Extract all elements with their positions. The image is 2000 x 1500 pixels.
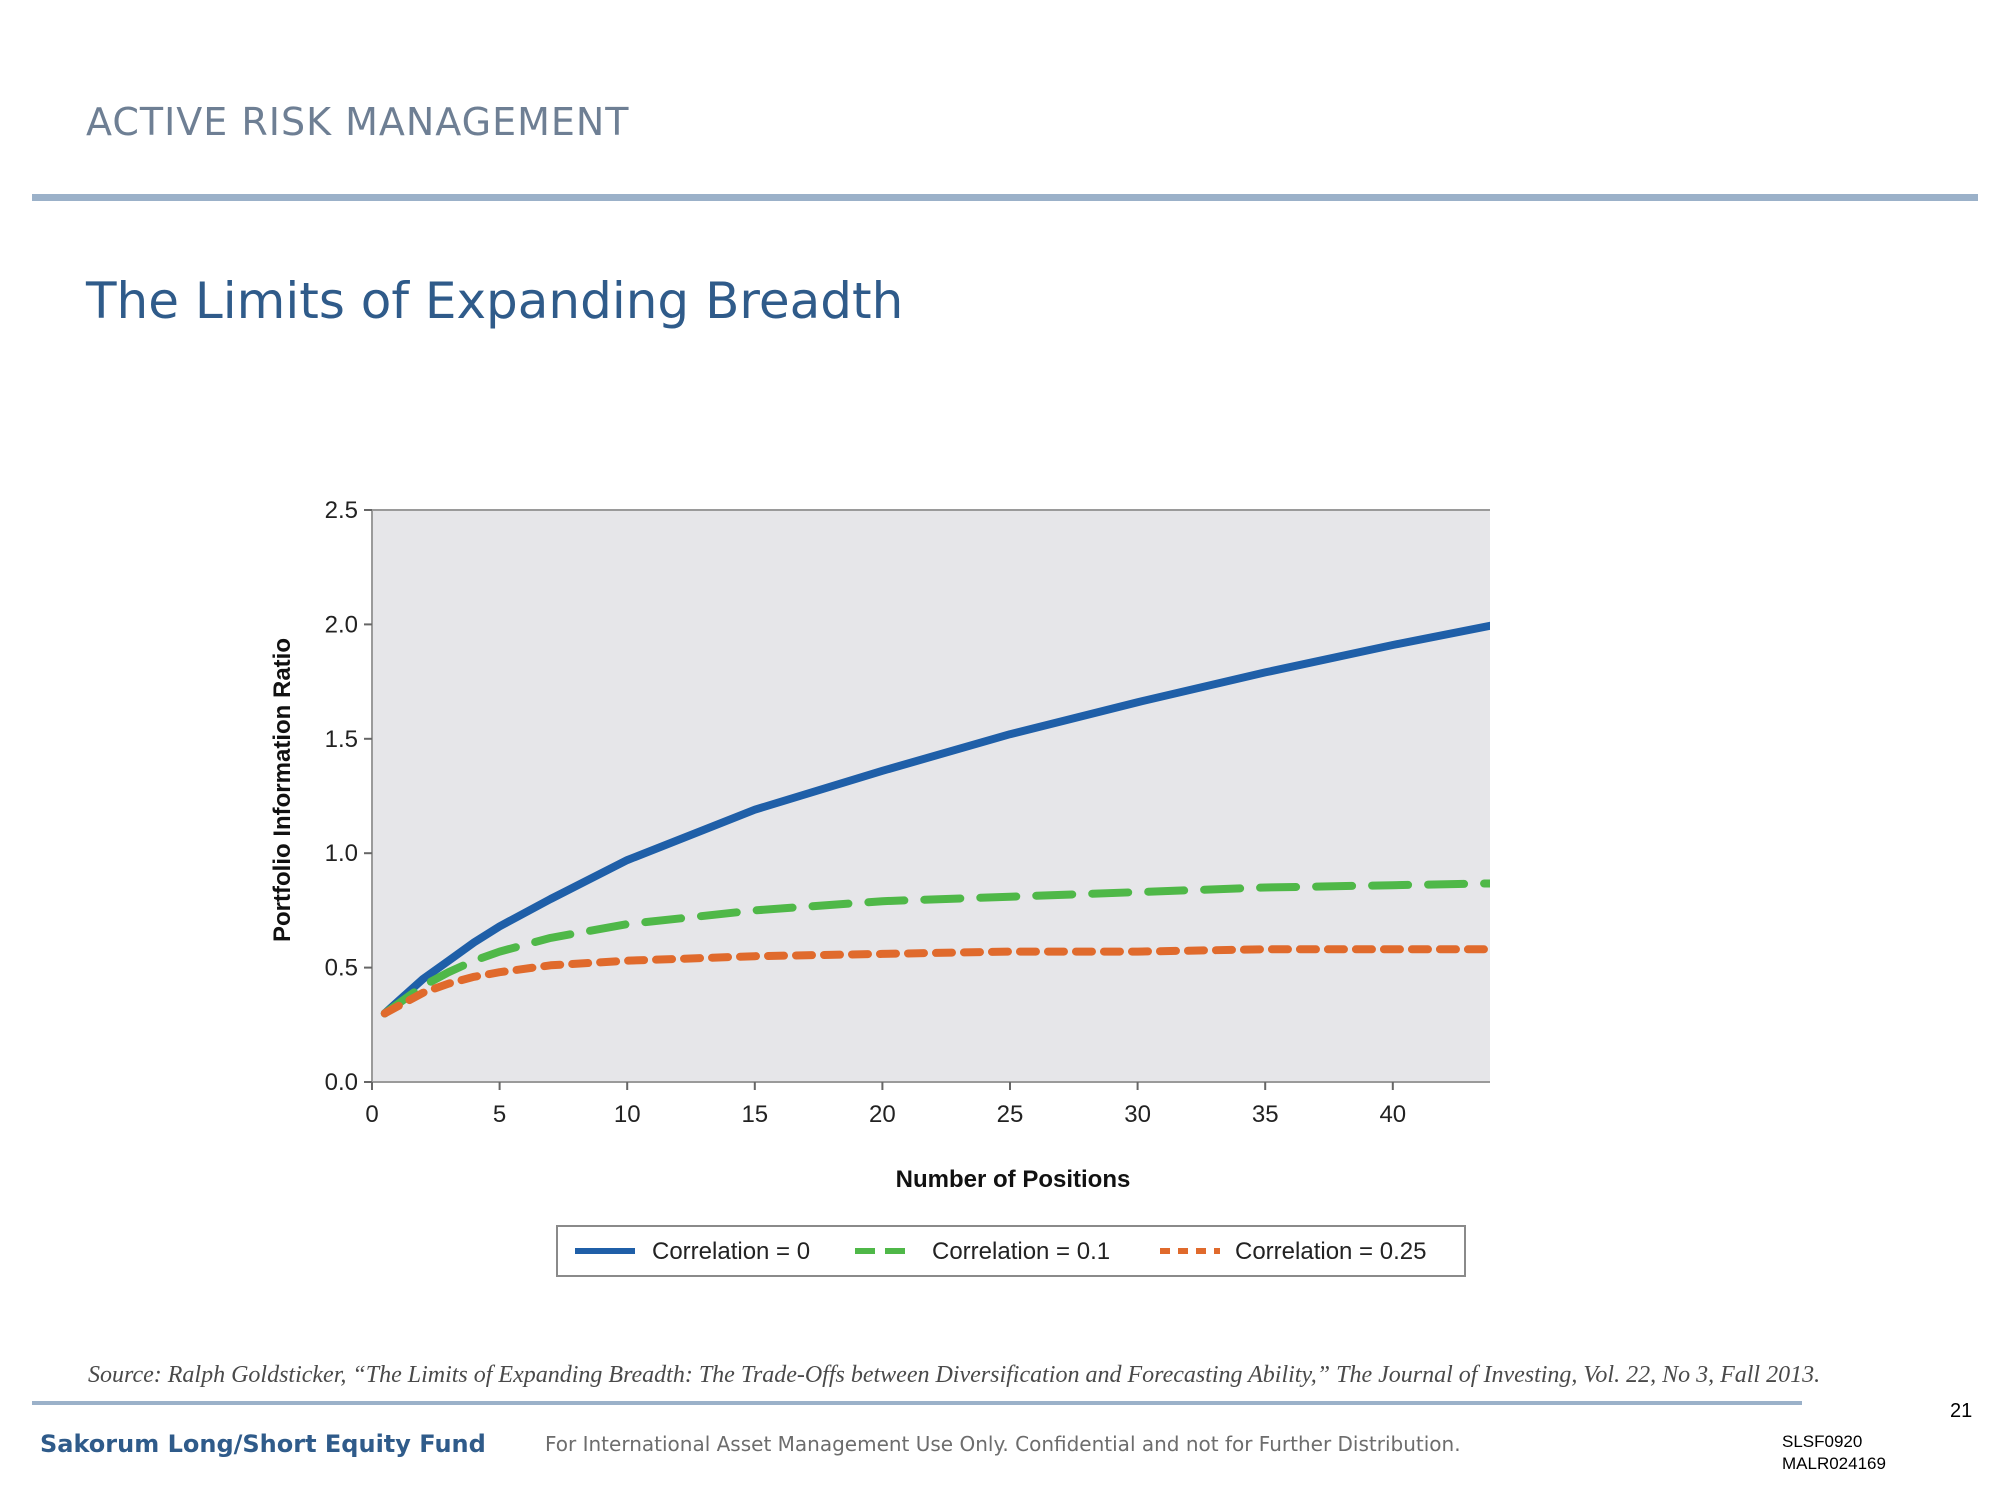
y-tick-label: 1.0 [325,840,358,867]
x-tick-label: 25 [997,1101,1024,1128]
legend-box [556,1225,1466,1277]
confidentiality-disclaimer: For International Asset Management Use O… [545,1432,1461,1456]
legend-label-1: Correlation = 0.1 [932,1238,1110,1265]
y-tick-label: 2.0 [325,611,358,638]
page-title: The Limits of Expanding Breadth [86,272,904,330]
x-axis-label: Number of Positions [896,1166,1131,1193]
x-tick-label: 20 [869,1101,896,1128]
x-tick-label: 35 [1252,1101,1279,1128]
x-tick-label: 30 [1124,1101,1151,1128]
series-line-1 [380,879,1490,1018]
chart-legend: Correlation = 0 Correlation = 0.1 Correlat… [556,1225,1466,1277]
document-code-2: MALR024169 [1782,1454,1886,1473]
x-tick-label: 40 [1379,1101,1406,1128]
document-code-1: SLSF0920 [1782,1432,1863,1451]
information-ratio-chart: 0.00.51.01.52.02.5051015202530354045 Por… [269,497,1490,1277]
series-line-2 [380,945,1490,1018]
legend-label-0: Correlation = 0 [652,1238,810,1265]
fund-name: Sakorum Long/Short Equity Fund [40,1430,486,1458]
y-axis-label: Portfolio Information Ratio [269,638,296,942]
x-tick-label: 5 [493,1101,506,1128]
page-number: 21 [1950,1400,1973,1422]
x-tick-label: 0 [365,1101,378,1128]
x-tick-label: 10 [614,1101,641,1128]
y-tick-label: 0.0 [325,1069,358,1096]
section-title: ACTIVE RISK MANAGEMENT [86,100,630,144]
y-tick-label: 1.5 [325,726,358,753]
y-tick-label: 2.5 [325,497,358,524]
x-tick-label: 15 [741,1101,768,1128]
series-line-0 [380,621,1490,1018]
plot-area [371,509,1490,1083]
source-note: Source: Ralph Goldsticker, “The Limits o… [88,1362,1821,1388]
header-divider [32,194,1978,201]
footer-divider [32,1401,1802,1405]
legend-label-2: Correlation = 0.25 [1235,1238,1426,1265]
y-tick-label: 0.5 [325,955,358,982]
